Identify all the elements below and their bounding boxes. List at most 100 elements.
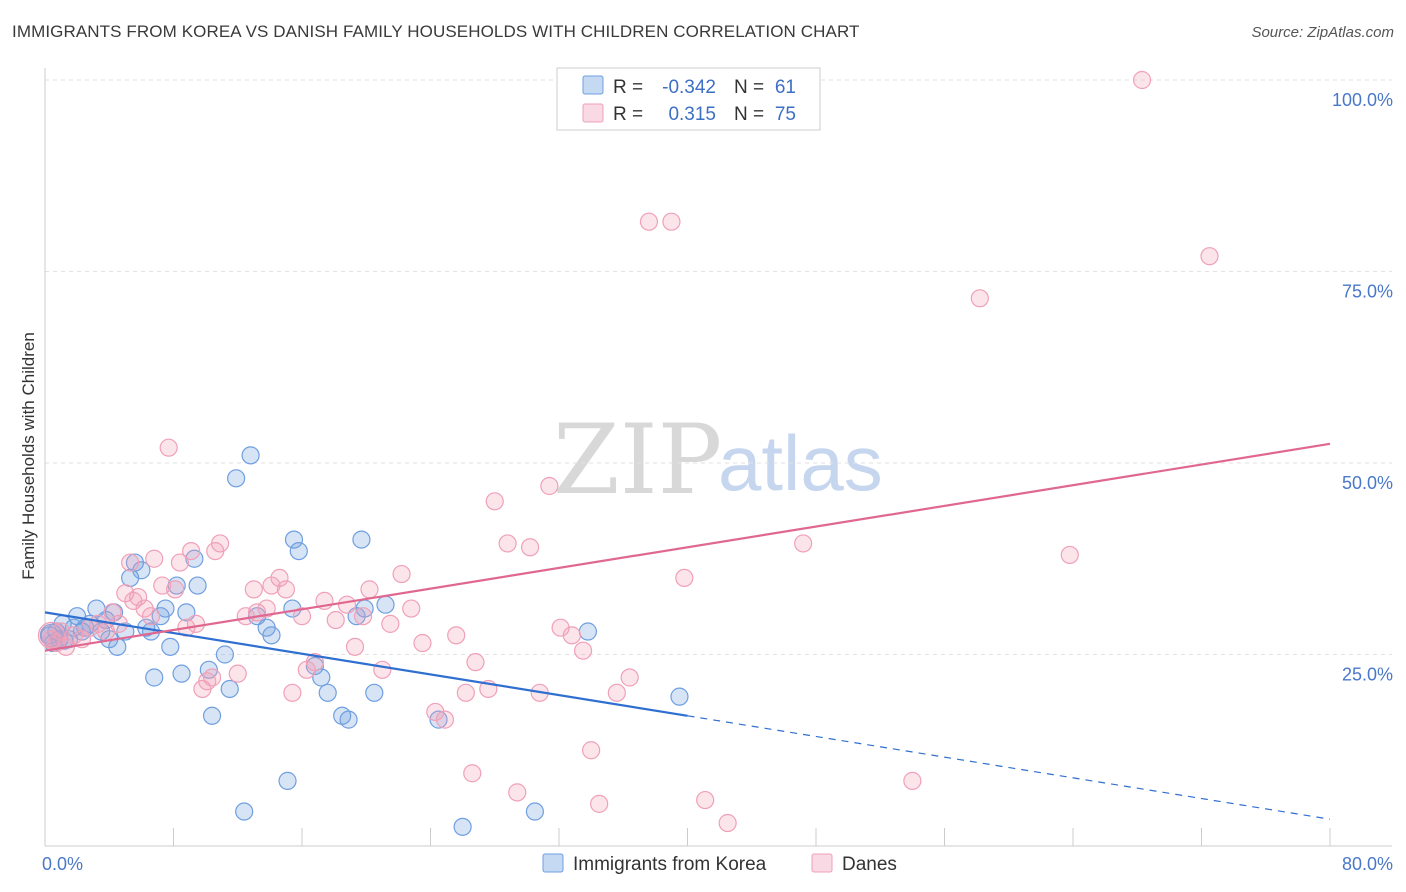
danes-point	[435, 710, 455, 729]
korea-point	[278, 771, 297, 790]
legend-danes-n-label: N =	[734, 104, 764, 125]
series-legend-korea: Immigrants from Korea	[573, 854, 767, 875]
legend-korea-r-label: R =	[613, 77, 643, 98]
korea-point	[241, 446, 260, 465]
legend-swatch-korea	[582, 75, 604, 95]
x-tick-max: 80.0%	[1342, 854, 1393, 874]
korea-point	[670, 687, 689, 706]
y-tick-label-1: 50.0%	[1342, 473, 1393, 493]
korea-point	[318, 683, 337, 702]
danes-point	[373, 660, 392, 679]
danes-point	[305, 653, 324, 672]
danes-point	[607, 683, 626, 702]
danes-point	[145, 549, 164, 568]
danes-point	[903, 771, 922, 790]
korea-point	[578, 622, 598, 641]
danes-point	[498, 534, 517, 553]
trend-lines	[44, 442, 1331, 820]
danes-point	[562, 626, 581, 645]
series-legend-swatch-korea	[542, 853, 564, 873]
y-tick-label-2: 75.0%	[1342, 282, 1393, 302]
danes-point	[540, 476, 559, 496]
korea-point	[235, 802, 254, 821]
danes-point	[210, 534, 230, 553]
danes-point	[590, 794, 609, 813]
stats-legend-box	[556, 67, 821, 131]
series-legend: Immigrants from Korea Danes	[542, 853, 897, 875]
legend-danes-n-value: 75	[775, 104, 796, 125]
danes-point	[360, 580, 379, 599]
korea-trend-line	[44, 611, 688, 717]
danes-point	[292, 607, 312, 626]
danes-point	[582, 741, 601, 760]
stats-legend: R = -0.342 N = 61 R = 0.315 N = 75	[556, 67, 821, 131]
korea-point	[172, 664, 191, 683]
danes-point	[392, 564, 411, 584]
korea-point	[312, 668, 331, 687]
danes-point-cluster	[37, 621, 66, 649]
danes-point	[257, 599, 276, 618]
legend-korea-n-value: 61	[775, 77, 796, 98]
chart-title: IMMIGRANTS FROM KOREA VS DANISH FAMILY H…	[12, 22, 860, 41]
danes-trend-line	[44, 442, 1331, 652]
korea-point	[453, 817, 472, 836]
danes-point	[166, 580, 185, 599]
series-legend-danes: Danes	[842, 854, 897, 875]
danes-point	[463, 764, 482, 783]
danes-point	[639, 212, 659, 231]
legend-korea-n-label: N =	[734, 77, 764, 98]
danes-point	[159, 438, 178, 457]
danes-point	[447, 626, 466, 645]
y-axis-label: Family Households with Children	[19, 332, 38, 580]
korea-point	[289, 541, 308, 561]
korea-point	[215, 645, 234, 664]
danes-point	[170, 553, 190, 572]
danes-point	[326, 610, 345, 630]
legend-swatch-danes	[582, 103, 604, 123]
danes-point	[696, 790, 715, 810]
danes-point	[244, 580, 263, 599]
danes-point	[1132, 70, 1152, 90]
danes-point	[1060, 545, 1079, 565]
korea-point	[145, 668, 164, 687]
danes-point	[1200, 247, 1219, 266]
danes-point	[283, 683, 302, 702]
grid-lines	[45, 79, 1392, 655]
danes-point	[520, 538, 540, 557]
chart-source: Source: ZipAtlas.com	[1251, 24, 1394, 41]
danes-point	[466, 653, 485, 672]
axes	[44, 68, 1392, 847]
danes-point	[402, 599, 421, 618]
danes-point	[228, 664, 247, 683]
korea-point	[141, 622, 161, 641]
danes-point	[675, 568, 694, 588]
danes-point	[182, 541, 201, 561]
korea-point	[525, 802, 545, 821]
y-tick-labels: 25.0% 50.0% 75.0% 100.0%	[1332, 90, 1393, 685]
danes-point	[345, 637, 365, 656]
danes-point	[121, 553, 140, 572]
korea-point	[365, 683, 384, 702]
watermark-zip: ZIP	[553, 404, 722, 516]
danes-point	[202, 668, 222, 687]
danes-point	[129, 587, 148, 607]
korea-point	[352, 530, 371, 549]
danes-point	[508, 783, 527, 802]
korea-point	[262, 626, 281, 645]
danes-point	[103, 603, 122, 622]
korea-point	[202, 706, 222, 725]
series-legend-swatch-danes	[811, 853, 833, 873]
danes-point	[186, 614, 206, 633]
danes-point	[456, 683, 475, 702]
danes-point	[620, 668, 639, 687]
korea-point	[376, 595, 395, 614]
danes-point	[381, 614, 400, 633]
danes-point	[353, 607, 373, 626]
korea-point	[161, 637, 180, 656]
danes-point	[662, 212, 681, 231]
y-tick-label-0: 25.0%	[1342, 665, 1393, 685]
danes-point	[718, 813, 737, 833]
danes-point	[970, 289, 989, 308]
